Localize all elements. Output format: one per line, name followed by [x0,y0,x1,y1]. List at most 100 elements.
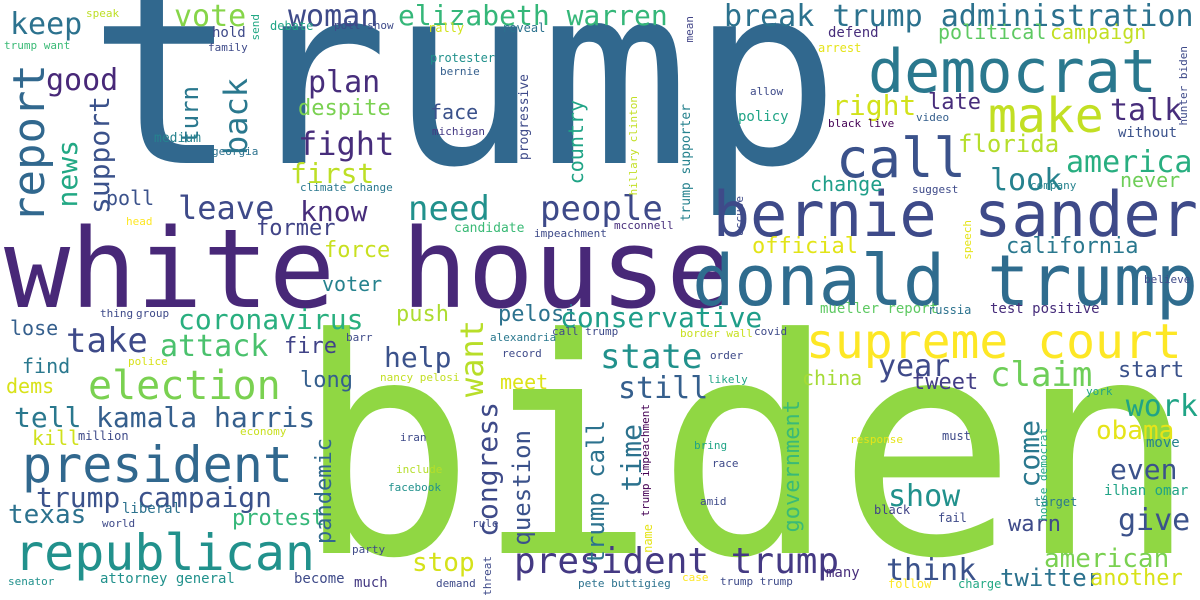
word-look: look [990,163,1063,198]
word-push: push [396,302,449,327]
word-group: group [136,307,170,320]
word-russia: russia [928,303,972,317]
word-stop: stop [412,548,475,578]
word-government: government [780,400,805,533]
word-tell: tell [14,401,82,434]
word-progressive: progressive [517,74,532,161]
word-supreme-court: supreme court [806,314,1182,370]
word-election: election [88,363,281,409]
word-liberal: liberal [122,501,182,517]
word-many: many [826,565,860,581]
word-hunter-biden: hunter biden [1177,46,1190,126]
word-debate: debate [270,19,314,33]
word-twitter: twitter [1000,564,1102,592]
word-trump-trump: trump trump [720,575,793,588]
word-police: police [128,355,168,368]
word-vote: vote [174,0,247,34]
word-become: become [294,571,345,587]
word-former: former [256,216,336,241]
word-mcconnell: mcconnell [614,219,674,232]
word-help: help [384,341,452,374]
word-elizabeth-warren: elizabeth warren [398,0,668,32]
word-claim: claim [990,355,1093,395]
word-back: back [217,78,255,156]
word-tweet: tweet [912,370,979,395]
word-american: american [1044,544,1170,574]
word-move: move [1146,435,1180,451]
word-follow: follow [888,577,932,591]
word-year: year [878,349,951,384]
word-bring: bring [694,439,728,452]
word-hillary-clinton: hillary clinton [627,96,640,196]
word-late: late [928,90,981,115]
word-include: include [396,463,443,476]
word-michigan: michigan [432,125,485,138]
word-arrest: arrest [818,41,862,55]
word-protester: protester [430,51,496,65]
word-must: must [942,429,971,443]
word-covid: covid [754,325,788,338]
word-talk: talk [1110,93,1183,128]
word-thing: thing [100,307,134,320]
word-campaign: campaign [1050,20,1147,44]
word-need: need [408,189,490,229]
word-mueller-report: mueller report [820,301,939,317]
word-president-trump: president trump [514,541,840,582]
word-show: show [888,479,961,514]
word-call-trump: call trump [552,325,619,338]
word-black: black [874,503,911,517]
word-company: company [1030,179,1077,192]
word-attorney-general: attorney general [100,571,235,587]
word-work: work [1125,389,1198,424]
word-bernie: bernie [440,65,480,78]
word-despite: despite [298,96,391,121]
word-video: video [916,111,950,124]
word-question: question [508,430,536,546]
word-find: find [22,354,71,378]
word-plan: plan [308,65,381,100]
word-california: california [1006,234,1139,259]
word-trump-impeachment: trump impeachment [639,404,652,517]
word-state: state [600,337,703,377]
word-donald-trump: donald trump [692,240,1198,322]
word-another: another [1090,566,1183,591]
word-economy: economy [240,425,287,438]
word-right: right [832,89,917,122]
word-black-live: black live [828,117,895,130]
word-case: case [682,571,709,584]
word-hold: hold [212,25,246,41]
word-kamala-harris: kamala harris [96,401,316,434]
word-lose: lose [10,316,59,340]
word-speak: speak [86,7,120,20]
word-iran: iran [400,431,427,444]
word-obama: obama [1096,416,1175,446]
word-bernie-sander: bernie sander [712,178,1198,251]
word-defend: defend [828,25,879,41]
word-official: official [752,234,858,259]
word-york: york [1086,385,1113,398]
word-even: even [1110,453,1178,486]
word-face: face [430,100,479,124]
word-rally: rally [428,21,465,35]
word-woman: woman [288,0,379,34]
word-biden: biden [294,275,1198,600]
word-trump-want: trump want [4,39,71,52]
word-trump-call: trump call [582,420,610,565]
word-florida: florida [958,130,1060,158]
word-mean: mean [683,16,696,43]
word-republican: republican [14,524,316,582]
word-political: political [938,20,1047,44]
word-house-democrat: house democrat [1037,428,1050,521]
word-force: force [324,238,391,263]
word-head: head [126,215,153,228]
word-good: good [46,63,119,98]
word-voter: voter [322,272,383,296]
word-call: call [836,127,967,190]
word-senator: senator [8,575,55,588]
word-pandemic: pandemic [312,438,337,544]
word-first: first [290,157,375,190]
word-warn: warn [1008,512,1061,537]
word-response: response [850,433,903,446]
word-fail: fail [938,511,967,525]
word-attack: attack [160,329,269,364]
